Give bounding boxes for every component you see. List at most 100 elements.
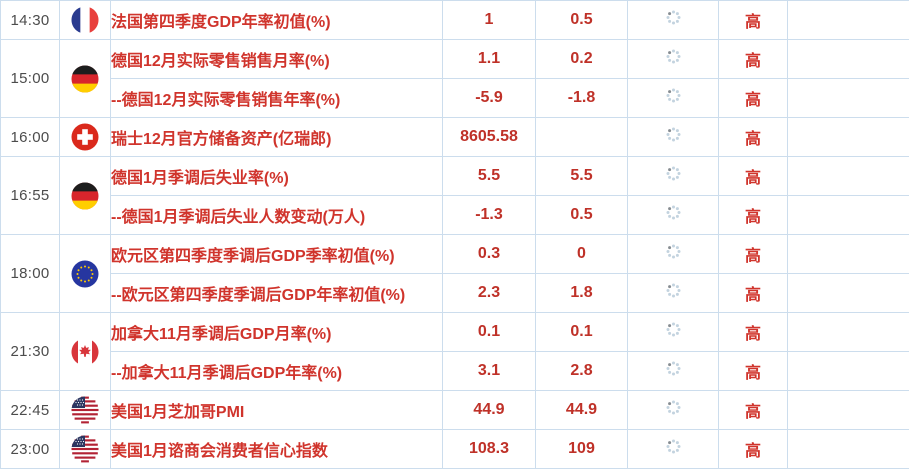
value2: 2.8 (535, 351, 628, 391)
spinner-cell (627, 156, 719, 196)
flag-cell (59, 312, 111, 391)
flag-cell (59, 429, 111, 469)
event-name[interactable]: 法国第四季度GDP年率初值(%) (110, 0, 443, 40)
flag-cell (59, 39, 111, 118)
empty-cell (787, 273, 909, 313)
event-name[interactable]: 欧元区第四季度季调后GDP季率初值(%) (110, 234, 443, 274)
germany-flag-icon (71, 181, 99, 210)
event-name[interactable]: --德国12月实际零售销售年率(%) (110, 78, 443, 118)
time-cell: 16:00 (0, 117, 60, 157)
eu-flag-icon (71, 260, 99, 288)
event-name[interactable]: --加拿大11月季调后GDP年率(%) (110, 351, 443, 391)
spinner-cell (627, 429, 719, 469)
event-name[interactable]: 德国12月实际零售销售月率(%) (110, 39, 443, 79)
event-row[interactable]: 15:00 德国12月实际零售销售月率(%) 1.1 0.2 高 (0, 39, 909, 118)
loading-spinner-icon (672, 445, 675, 448)
value2: 5.5 (535, 156, 628, 196)
value2: -1.8 (535, 78, 628, 118)
event-name[interactable]: --德国1月季调后失业人数变动(万人) (110, 195, 443, 235)
empty-cell (787, 390, 909, 430)
spinner-cell (627, 234, 719, 274)
event-row[interactable]: 22:45 (0, 390, 909, 430)
flag-cell (59, 117, 111, 157)
event-row[interactable]: 21:30 加拿大11月季调后GDP月率(%) 0.1 0.1 高 (0, 312, 909, 391)
value1: 108.3 (442, 429, 536, 469)
importance-badge: 高 (718, 234, 788, 274)
value2: 0.5 (535, 0, 628, 40)
empty-cell (787, 156, 909, 196)
value2: 109 (535, 429, 628, 469)
value1: 0.1 (442, 312, 536, 352)
loading-spinner-icon (672, 406, 675, 409)
value1: 44.9 (442, 390, 536, 430)
france-flag-icon (71, 6, 99, 34)
loading-spinner-icon (672, 328, 675, 331)
flag-cell (59, 156, 111, 235)
importance-badge: 高 (718, 351, 788, 391)
time-cell: 21:30 (0, 312, 60, 391)
empty-cell (787, 312, 909, 352)
value2 (535, 117, 628, 157)
time-cell: 15:00 (0, 39, 60, 118)
flag-cell (59, 234, 111, 313)
empty-cell (787, 195, 909, 235)
empty-cell (787, 351, 909, 391)
empty-cell (787, 117, 909, 157)
event-name[interactable]: 德国1月季调后失业率(%) (110, 156, 443, 196)
value2: 0 (535, 234, 628, 274)
event-name[interactable]: 美国1月芝加哥PMI (110, 390, 443, 430)
usa-flag-icon (71, 396, 99, 424)
importance-badge: 高 (718, 273, 788, 313)
event-name[interactable]: 加拿大11月季调后GDP月率(%) (110, 312, 443, 352)
event-row[interactable]: --德国1月季调后失业人数变动(万人) -1.3 0.5 高 (1, 195, 909, 235)
time-cell: 16:55 (0, 156, 60, 235)
event-row[interactable]: 23:00 (0, 429, 909, 469)
event-row[interactable]: --加拿大11月季调后GDP年率(%) 3.1 2.8 高 (1, 351, 909, 391)
value2: 44.9 (535, 390, 628, 430)
event-row[interactable]: 16:00 瑞士12月官方储备资产(亿瑞郎) 8605.58 高 (0, 117, 909, 157)
importance-badge: 高 (718, 312, 788, 352)
importance-badge: 高 (718, 117, 788, 157)
value1: -1.3 (442, 195, 536, 235)
importance-badge: 高 (718, 39, 788, 79)
event-row[interactable]: 14:30 法国第四季度GDP年率初值(%) 1 0.5 高 (0, 0, 909, 40)
value1: 5.5 (442, 156, 536, 196)
value1: 1 (442, 0, 536, 40)
germany-flag-icon (71, 64, 99, 93)
time-cell: 22:45 (0, 390, 60, 430)
loading-spinner-icon (672, 16, 675, 19)
loading-spinner-icon (672, 172, 675, 175)
event-name[interactable]: 美国1月谘商会消费者信心指数 (110, 429, 443, 469)
loading-spinner-icon (672, 94, 675, 97)
spinner-cell (627, 195, 719, 235)
loading-spinner-icon (672, 289, 675, 292)
importance-badge: 高 (718, 156, 788, 196)
flag-cell (59, 390, 111, 430)
event-row[interactable]: --德国12月实际零售销售年率(%) -5.9 -1.8 高 (1, 78, 909, 118)
event-row[interactable]: --欧元区第四季度季调后GDP年率初值(%) 2.3 1.8 高 (1, 273, 909, 313)
importance-badge: 高 (718, 0, 788, 40)
loading-spinner-icon (672, 211, 675, 214)
event-name[interactable]: 瑞士12月官方储备资产(亿瑞郎) (110, 117, 443, 157)
value1: 0.3 (442, 234, 536, 274)
empty-cell (787, 39, 909, 79)
event-name[interactable]: --欧元区第四季度季调后GDP年率初值(%) (110, 273, 443, 313)
value1: -5.9 (442, 78, 536, 118)
spinner-cell (627, 117, 719, 157)
event-row[interactable]: 18:00 欧元区第四季度季调后GDP季率初值(%) 0.3 0 (0, 234, 909, 313)
empty-cell (787, 0, 909, 40)
loading-spinner-icon (672, 133, 675, 136)
value1: 3.1 (442, 351, 536, 391)
empty-cell (787, 429, 909, 469)
spinner-cell (627, 351, 719, 391)
value1: 2.3 (442, 273, 536, 313)
event-row[interactable]: 16:55 德国1月季调后失业率(%) 5.5 5.5 高 (0, 156, 909, 235)
spinner-cell (627, 312, 719, 352)
empty-cell (787, 78, 909, 118)
value2: 0.2 (535, 39, 628, 79)
loading-spinner-icon (672, 250, 675, 253)
time-cell: 23:00 (0, 429, 60, 469)
spinner-cell (627, 273, 719, 313)
empty-cell (787, 234, 909, 274)
